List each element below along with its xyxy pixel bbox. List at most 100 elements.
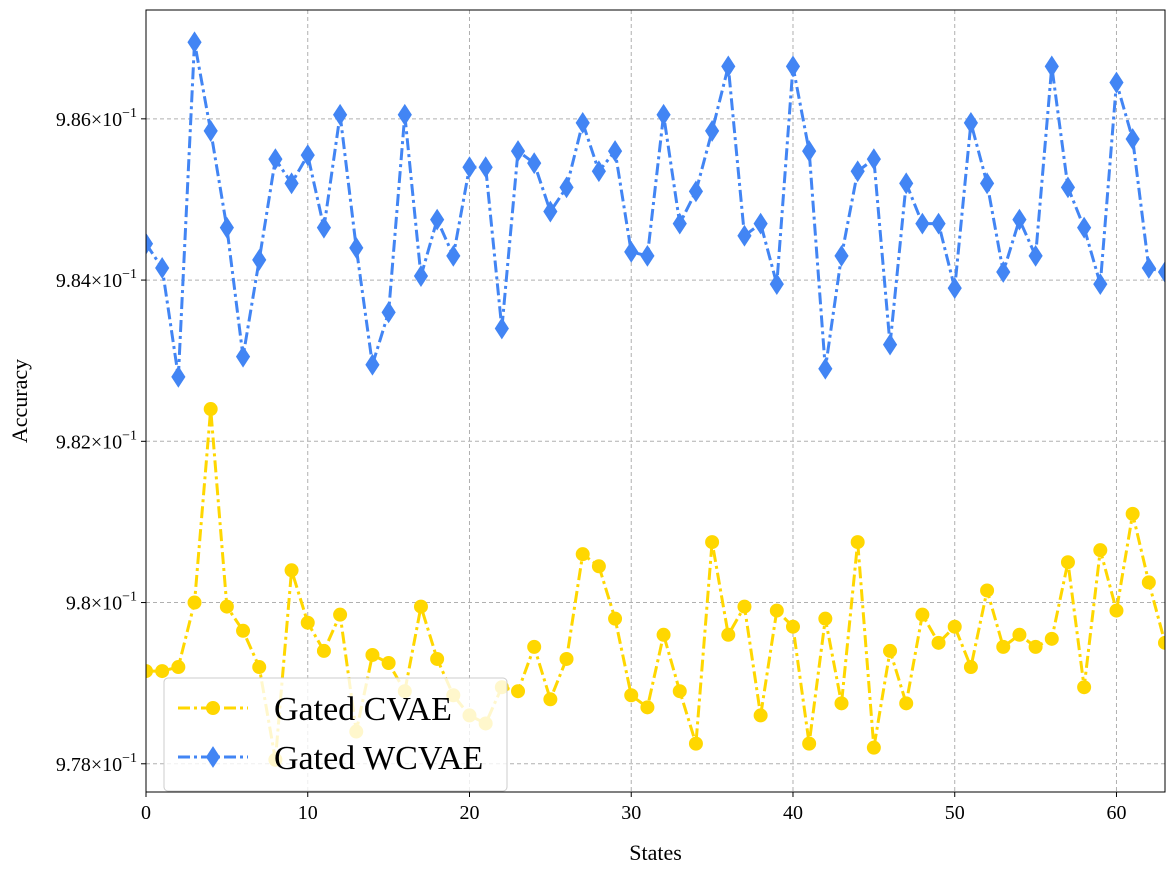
data-point: [146, 664, 153, 679]
data-point: [365, 647, 380, 662]
data-point: [1093, 543, 1108, 558]
y-tick-times: ×: [91, 109, 102, 131]
data-point: [187, 595, 202, 610]
data-point: [769, 273, 784, 296]
data-point: [656, 103, 671, 126]
data-point: [430, 651, 445, 666]
data-point: [866, 148, 881, 171]
y-tick-times: ×: [91, 593, 102, 615]
data-point: [430, 208, 445, 231]
data-point: [365, 353, 380, 376]
data-point: [931, 635, 946, 650]
legend-marker: [205, 746, 221, 768]
data-point: [1109, 71, 1124, 94]
y-tick-times: ×: [91, 754, 102, 776]
data-point: [300, 615, 315, 630]
data-point: [963, 660, 978, 675]
data-point: [915, 607, 930, 622]
x-tick-label: 40: [783, 802, 803, 824]
data-point: [171, 660, 186, 675]
data-point: [543, 692, 558, 707]
data-point: [252, 660, 267, 675]
data-point: [1060, 555, 1075, 570]
data-point: [624, 240, 639, 263]
data-point: [1012, 627, 1027, 642]
data-point: [1044, 55, 1059, 78]
y-tick-mantissa: 9.84: [56, 270, 91, 292]
data-point: [413, 599, 428, 614]
y-tick-mantissa: 9.8: [66, 593, 91, 615]
legend-marker: [206, 701, 220, 715]
data-point: [187, 31, 202, 54]
data-point: [235, 345, 251, 368]
data-point: [947, 277, 962, 300]
y-tick-times: ×: [91, 270, 102, 292]
data-point: [1077, 680, 1092, 695]
y-tick-label: 9.8×10−1: [66, 590, 137, 615]
y-axis: 9.78×10−19.8×10−19.82×10−19.84×10−19.86×…: [56, 106, 146, 776]
data-point: [753, 212, 768, 235]
data-point: [882, 333, 898, 356]
series-line: [146, 407, 1165, 762]
data-point: [219, 216, 234, 239]
data-point: [996, 261, 1011, 283]
y-tick-base: 10: [102, 270, 122, 292]
data-point: [769, 603, 784, 618]
data-point: [1125, 128, 1140, 150]
data-point: [737, 599, 752, 614]
data-point: [155, 257, 170, 279]
data-point: [1060, 176, 1076, 199]
data-point: [1012, 208, 1027, 231]
data-point: [575, 111, 590, 134]
data-point: [527, 639, 542, 654]
data-point: [737, 224, 752, 247]
y-axis-label: Accuracy: [7, 359, 32, 443]
data-point: [1028, 244, 1043, 267]
data-point: [591, 559, 606, 574]
data-point: [316, 216, 332, 239]
data-point: [575, 547, 590, 562]
data-point: [527, 152, 542, 175]
y-tick-base: 10: [102, 431, 122, 453]
data-point: [1077, 216, 1092, 239]
data-point: [980, 583, 995, 598]
y-tick-base: 10: [102, 109, 122, 131]
series-gated-wcvae: [146, 31, 1165, 388]
series-line: [146, 40, 1165, 379]
y-tick-base: 10: [102, 593, 122, 615]
y-tick-exponent: −1: [122, 590, 137, 605]
data-point: [785, 55, 801, 78]
data-point: [963, 111, 979, 134]
data-point: [219, 599, 234, 614]
data-point: [915, 212, 930, 235]
data-point: [591, 160, 606, 183]
data-point: [1158, 635, 1165, 650]
data-point: [705, 535, 720, 550]
data-point: [1109, 603, 1124, 618]
data-point: [979, 172, 995, 195]
x-tick-label: 50: [945, 802, 965, 824]
data-point: [511, 684, 526, 699]
data-point: [640, 700, 655, 715]
data-point: [559, 651, 574, 666]
y-tick-label: 9.78×10−1: [56, 751, 137, 776]
data-point: [931, 212, 946, 235]
legend-label: Gated CVAE: [274, 691, 452, 728]
y-tick-label: 9.86×10−1: [56, 106, 137, 131]
data-point: [171, 365, 186, 388]
legend-label: Gated WCVAE: [274, 740, 483, 777]
data-point: [818, 357, 833, 380]
data-point: [721, 627, 736, 642]
data-point: [381, 656, 396, 671]
y-tick-mantissa: 9.86: [56, 109, 91, 131]
data-point: [785, 619, 800, 634]
data-point: [947, 619, 962, 634]
legend-box: [163, 677, 508, 792]
data-point: [333, 607, 348, 622]
data-point: [494, 317, 509, 340]
legend-item: Gated WCVAE: [178, 740, 483, 777]
data-point: [608, 611, 623, 626]
x-tick-label: 10: [298, 802, 318, 824]
data-point: [478, 156, 493, 179]
